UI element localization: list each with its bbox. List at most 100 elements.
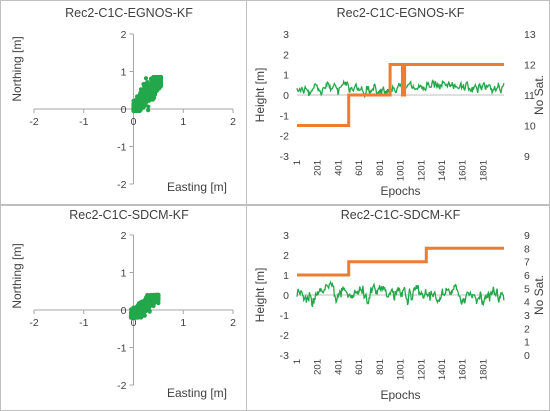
x-tick-label: 401 <box>333 160 344 176</box>
y-tick-label: -1 <box>280 110 289 122</box>
y-tick-label: 1 <box>283 70 289 82</box>
chart-title: Rec2-C1C-SDCM-KF <box>69 208 189 222</box>
x-axis-label: Epochs <box>380 184 420 198</box>
y-axis-label: Northing [m] <box>10 243 24 308</box>
y-tick-label: 2 <box>121 29 127 41</box>
scatter-point <box>158 80 163 85</box>
panel-sdcm-height: Rec2-C1C-SDCM-KF -3 -2 -1 0 1 2 3 0 1 2 3 4 5 6 7 8 9 1 201… <box>246 205 550 411</box>
x-tick-label: 0 <box>131 116 137 128</box>
chart-egnos-scatter: Rec2-C1C-EGNOS-KF -2 -1 0 1 2 -2 -1 0 1 2 Northing … <box>10 6 236 194</box>
scatter-point <box>151 293 156 298</box>
y2-tick-label: 4 <box>524 297 530 309</box>
x-tick-label: 801 <box>375 160 386 176</box>
scatter-point <box>131 101 136 106</box>
scatter-point <box>154 75 160 81</box>
x-tick-label: 0 <box>131 317 137 329</box>
scatter-point <box>143 76 149 81</box>
y2-tick-label: 2 <box>524 323 530 335</box>
x-tick-label: 201 <box>313 359 324 375</box>
y2-tick-label: 0 <box>524 350 530 362</box>
scatter-point <box>142 98 147 103</box>
x-tick-label: 601 <box>354 160 365 176</box>
y2-tick-label: 10 <box>524 121 536 133</box>
scatter-point <box>147 304 152 310</box>
y2-tick-label: 8 <box>524 243 530 255</box>
y-tick-label: -1 <box>117 343 126 355</box>
x-tick-label: -1 <box>79 116 88 128</box>
x-tick-label: 1201 <box>416 359 427 380</box>
chart-title: Rec2-C1C-EGNOS-KF <box>337 6 465 20</box>
y-tick-label: 2 <box>283 49 289 61</box>
y-tick-label: -3 <box>280 151 289 163</box>
panel-sdcm-scatter: Rec2-C1C-SDCM-KF -2 -1 0 1 2 -2 -1 0 1 2 Northing [… <box>0 205 247 411</box>
scatter-point <box>142 300 147 305</box>
y-tick-label: 0 <box>121 104 127 116</box>
y-tick-label: -2 <box>280 330 289 342</box>
y2-axis-label: No Sat. <box>532 75 546 115</box>
scatter-point <box>158 76 163 81</box>
scatter-point <box>148 86 153 91</box>
y-tick-label: -1 <box>117 142 126 154</box>
x-tick-label: 1801 <box>478 160 489 181</box>
y-tick-label: 2 <box>121 230 127 242</box>
chart-title: Rec2-C1C-EGNOS-KF <box>65 6 193 20</box>
y-tick-label: 3 <box>283 230 289 242</box>
y-tick-label: 1 <box>121 268 127 280</box>
y2-tick-label: 13 <box>524 29 536 41</box>
x-tick-label: 1601 <box>458 160 469 181</box>
x-tick-label: -2 <box>29 116 38 128</box>
x-tick-label: -1 <box>79 317 88 329</box>
chart-sdcm-scatter: Rec2-C1C-SDCM-KF -2 -1 0 1 2 -2 -1 0 1 2 Northing [… <box>10 208 236 400</box>
y2-tick-label: 12 <box>524 60 536 72</box>
y-tick-label: 2 <box>283 250 289 262</box>
scatter-point <box>142 103 147 108</box>
y2-tick-label: 6 <box>524 270 530 282</box>
scatter-point <box>158 84 163 89</box>
scatter-series <box>128 292 161 320</box>
x-axis-label: Easting [m] <box>167 386 227 400</box>
scatter-point <box>151 300 157 305</box>
panel-egnos-height: Rec2-C1C-EGNOS-KF -3 -2 -1 0 1 2 3 9 10 11 12 13 1 201… <box>246 0 550 205</box>
scatter-point <box>154 82 159 87</box>
x-axis-label: Epochs <box>380 388 420 402</box>
scatter-point <box>134 106 139 111</box>
x-tick-label: 1001 <box>396 359 407 380</box>
x-tick-label: 1 <box>292 359 303 364</box>
satellite-count-line <box>297 246 504 277</box>
height-series-line <box>296 79 505 99</box>
satellite-count-line <box>297 63 504 127</box>
y-tick-label: -1 <box>280 310 289 322</box>
scatter-point <box>149 300 154 305</box>
x-tick-label: 401 <box>333 359 344 375</box>
x-tick-label: 2 <box>230 317 236 329</box>
scatter-point <box>144 82 149 87</box>
scatter-point <box>132 310 138 315</box>
scatter-point <box>146 108 151 113</box>
y2-axis-label: No Sat. <box>532 275 546 315</box>
x-tick-label: 1601 <box>458 359 469 380</box>
scatter-point <box>151 79 156 85</box>
scatter-series <box>131 75 163 113</box>
y-tick-label: -3 <box>280 350 289 362</box>
y-tick-label: 0 <box>283 90 289 102</box>
x-tick-label: 1401 <box>437 359 448 380</box>
height-series-line <box>296 280 505 308</box>
y-tick-label: -2 <box>280 131 289 143</box>
scatter-point <box>138 99 143 105</box>
y2-tick-label: 7 <box>524 257 530 269</box>
x-tick-label: 1401 <box>437 160 448 181</box>
y-tick-label: 0 <box>121 305 127 317</box>
scatter-point <box>141 304 146 309</box>
x-tick-label: -2 <box>29 317 38 329</box>
x-tick-label: 801 <box>375 359 386 375</box>
scatter-point <box>149 91 155 96</box>
scatter-point <box>155 295 160 300</box>
x-tick-label: 1 <box>180 317 186 329</box>
scatter-point <box>137 308 142 313</box>
y2-tick-label: 3 <box>524 310 530 322</box>
panel-egnos-scatter: Rec2-C1C-EGNOS-KF -2 -1 0 1 2 -2 -1 0 1 2 Northing … <box>0 0 247 205</box>
x-tick-label: 1 <box>292 160 303 165</box>
y-tick-label: 3 <box>283 29 289 41</box>
